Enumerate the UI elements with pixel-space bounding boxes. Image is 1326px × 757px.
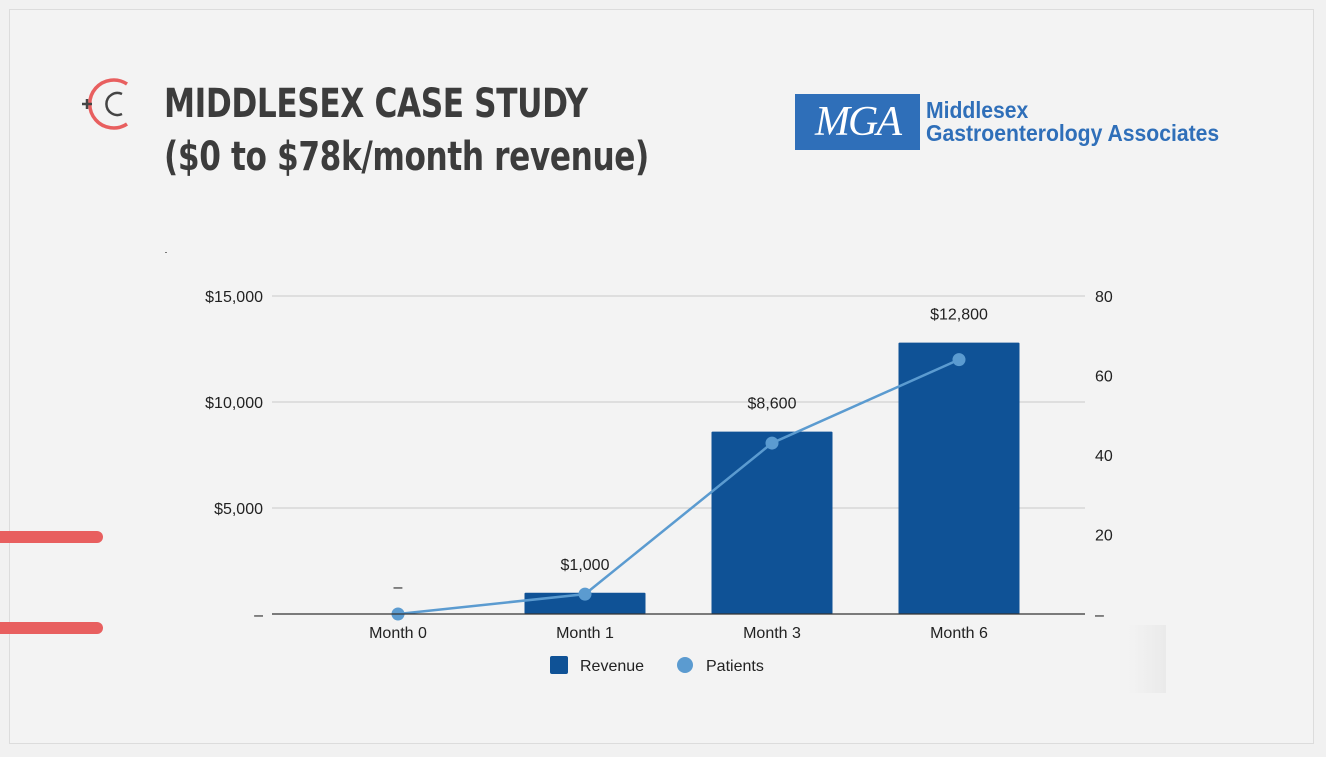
legend-patients-swatch (677, 657, 693, 673)
y-right-tick-label: 40 (1095, 448, 1113, 465)
x-tick-label: Month 0 (369, 625, 427, 642)
y-right-tick-label: 60 (1095, 369, 1113, 386)
mga-logo-mark-text: MGA (815, 99, 902, 145)
x-tick-label: Month 1 (556, 625, 614, 642)
bar-data-label: $12,800 (930, 307, 988, 324)
x-tick-label: Month 3 (743, 625, 801, 642)
bar-data-label: $8,600 (748, 396, 797, 413)
patients-point (765, 436, 779, 450)
y-left-tick-label: $15,000 (205, 289, 263, 306)
y-right-tick-label: 20 (1095, 528, 1113, 545)
partner-name-line-1: Middlesex (926, 97, 1029, 123)
title-line-1: MIDDLESEX CASE STUDY (164, 81, 588, 127)
partner-name-line-2: Gastroenterology Associates (926, 120, 1220, 146)
patients-point (952, 353, 966, 367)
bar-data-label: – (394, 579, 403, 596)
y-right-tick-label: – (1095, 607, 1104, 624)
partner-logo: MGA Middlesex Gastroenterology Associate… (795, 94, 1245, 150)
revenue-bar (711, 431, 833, 614)
decorative-shadow (1128, 625, 1166, 693)
patients-line (397, 358, 960, 616)
y-left-tick-label: $5,000 (214, 501, 263, 518)
x-tick-label: Month 6 (930, 625, 988, 642)
slide (9, 9, 1314, 744)
page-title: MIDDLESEX CASE STUDY ($0 to $78k/month r… (164, 78, 649, 184)
legend-revenue-swatch (550, 656, 568, 674)
legend-patients-label: Patients (706, 658, 764, 675)
title-line-2: ($0 to $78k/month revenue) (164, 134, 649, 180)
bar-data-label: $1,000 (561, 557, 610, 574)
decorative-dot (165, 252, 167, 253)
accent-bar-bottom (0, 622, 103, 634)
plus-c-logo-icon (82, 78, 128, 130)
partner-name: Middlesex Gastroenterology Associates (926, 99, 1219, 145)
y-right-tick-label: 80 (1095, 289, 1113, 306)
accent-bar-top (0, 531, 103, 543)
revenue-bar (898, 342, 1020, 614)
y-left-tick-label: $10,000 (205, 395, 263, 412)
legend-revenue-label: Revenue (580, 658, 644, 675)
patients-point (578, 587, 592, 601)
mga-logo-mark: MGA (795, 94, 920, 150)
y-left-tick-label: – (254, 607, 263, 624)
